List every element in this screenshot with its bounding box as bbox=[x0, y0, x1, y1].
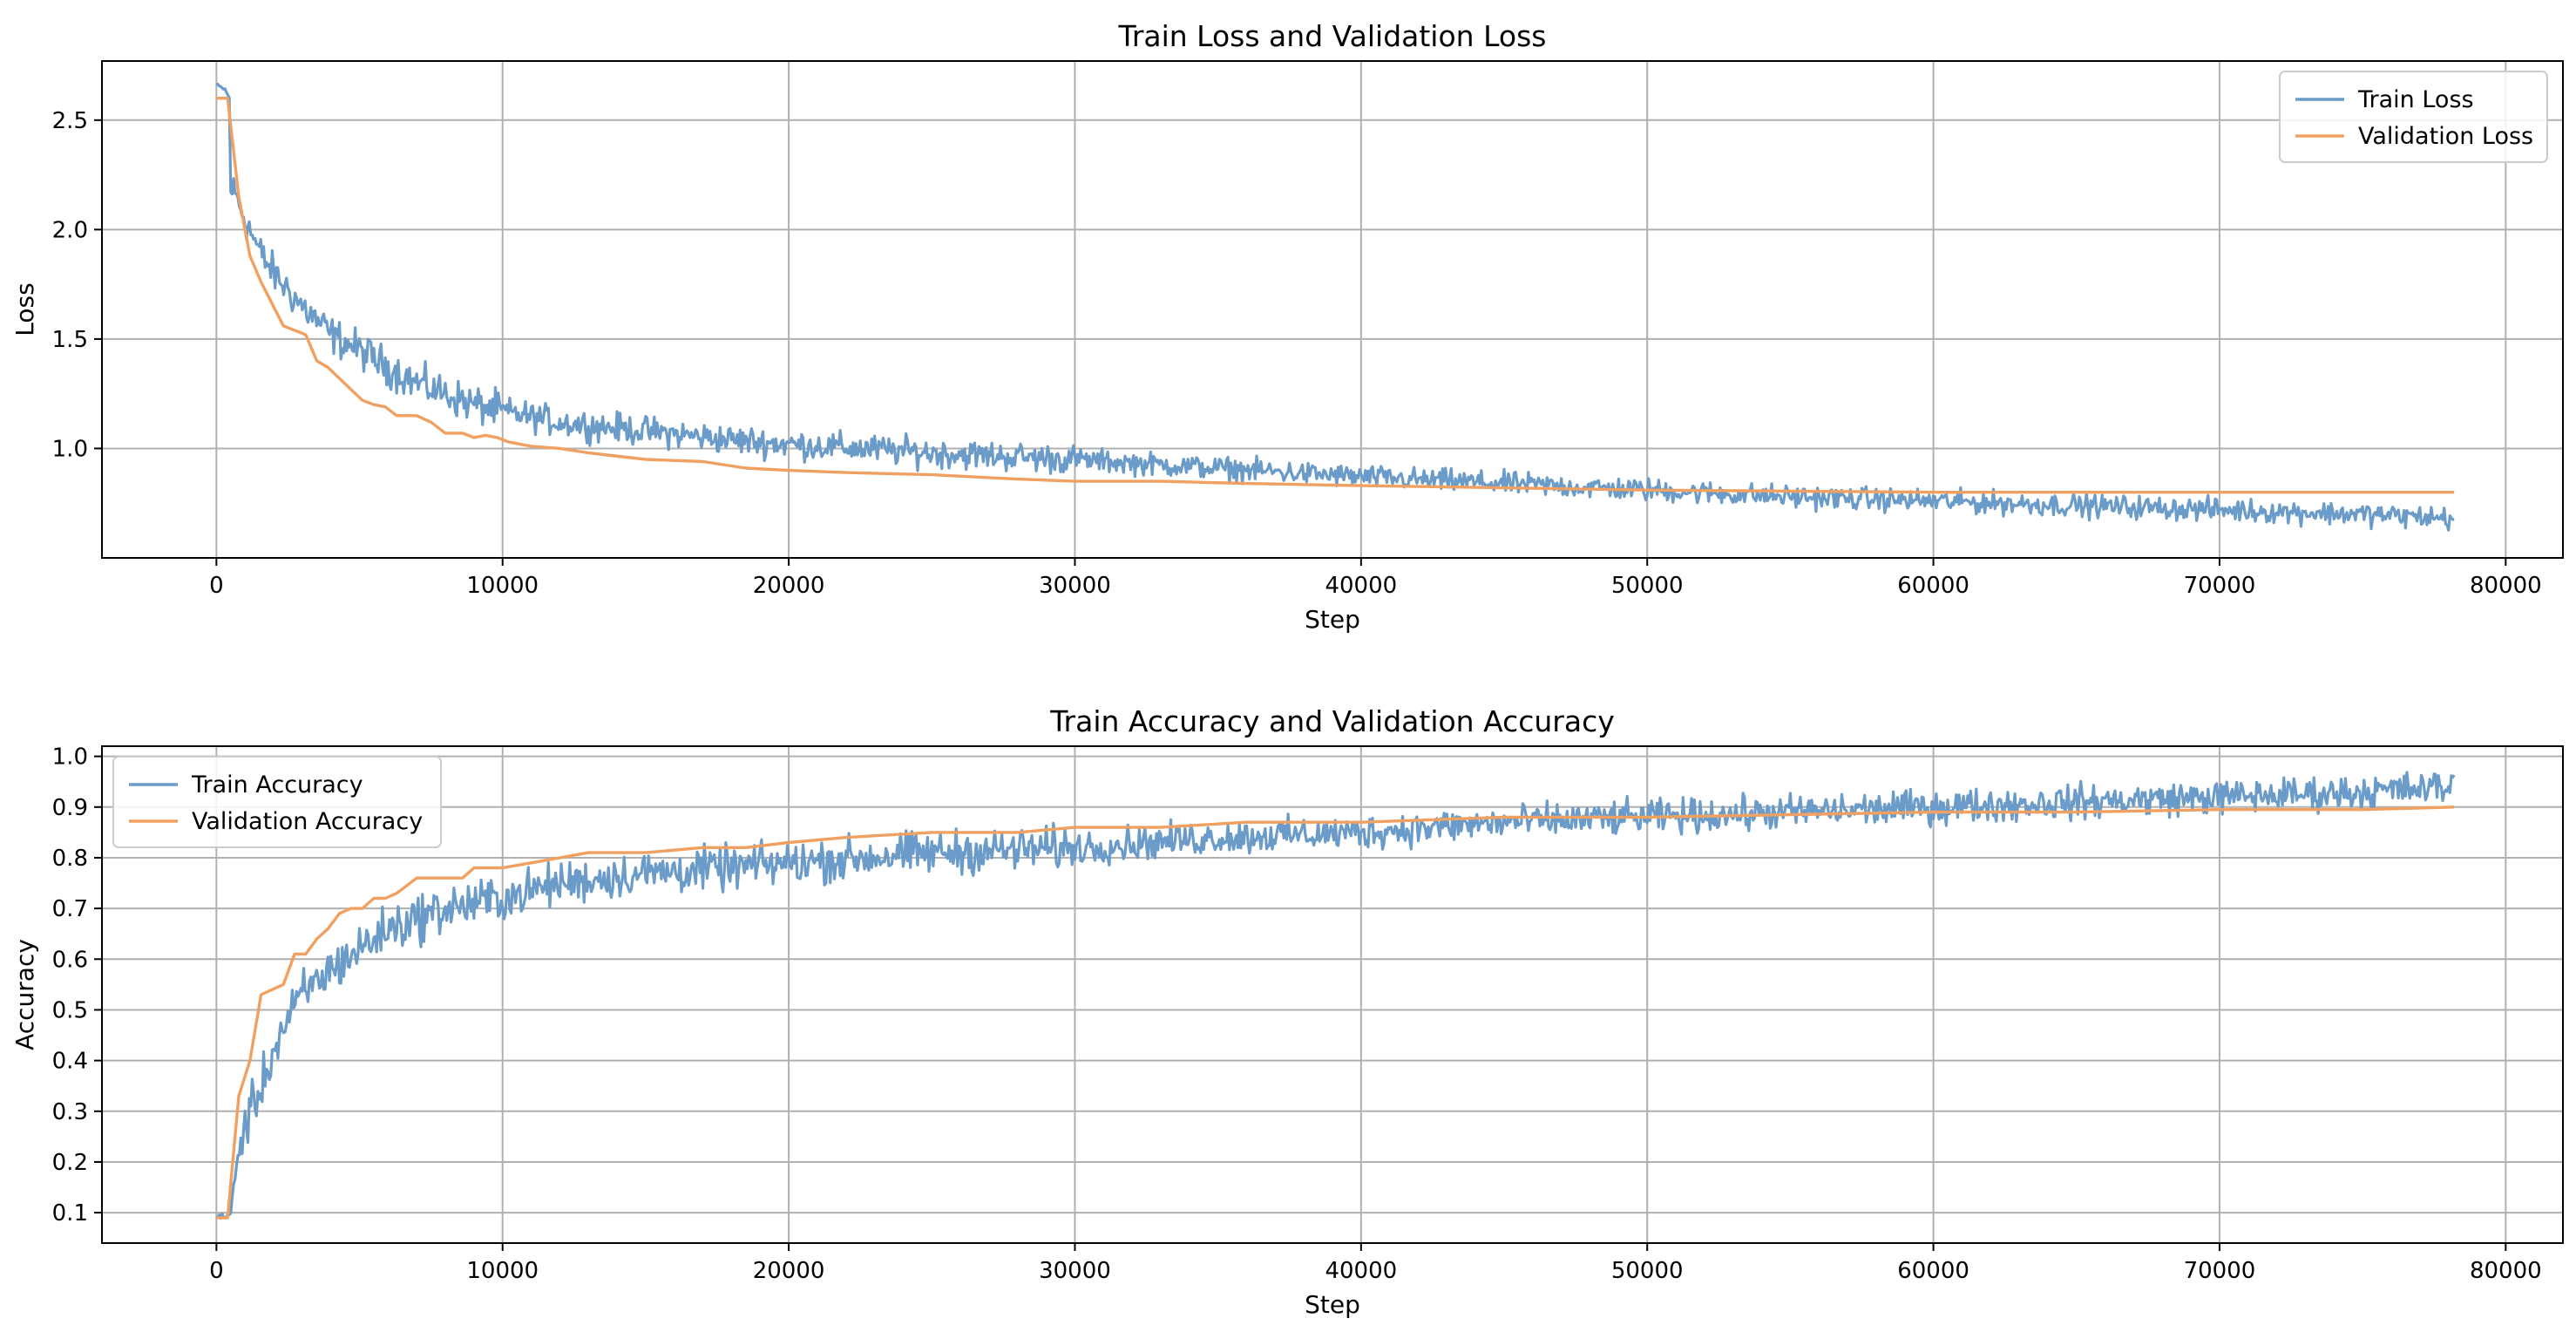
x-tick-label: 10000 bbox=[466, 573, 539, 599]
x-tick-label: 50000 bbox=[1611, 573, 1684, 599]
series-line-train-accuracy bbox=[215, 771, 2456, 1220]
series-line-validation-loss bbox=[216, 97, 2455, 494]
chart-panel-1: 0 10000 20000 30000 40000 50000 60000 70000 8000… bbox=[10, 19, 2564, 634]
y-tick-label: 1.5 bbox=[52, 327, 88, 353]
chart-title: Train Accuracy and Validation Accuracy bbox=[1049, 704, 1615, 738]
y-tick-label: 0.6 bbox=[52, 947, 88, 973]
x-tick-label: 80000 bbox=[2470, 1258, 2542, 1284]
x-tick-label: 20000 bbox=[753, 573, 825, 599]
y-tick-label: 0.3 bbox=[52, 1099, 88, 1125]
chart-title: Train Loss and Validation Loss bbox=[1118, 19, 1547, 53]
legend-label: Train Accuracy bbox=[191, 771, 363, 799]
legend: Train Loss Validation Loss bbox=[2279, 71, 2548, 163]
legend-box bbox=[112, 756, 442, 848]
y-tick-label: 0.2 bbox=[52, 1150, 88, 1176]
x-tick-label: 30000 bbox=[1039, 573, 1111, 599]
y-tick-label: 1.0 bbox=[52, 436, 88, 462]
x-tick-label: 70000 bbox=[2184, 573, 2256, 599]
x-tick-label: 50000 bbox=[1611, 1258, 1684, 1284]
x-tick-label: 0 bbox=[209, 573, 224, 599]
y-tick-label: 0.4 bbox=[52, 1049, 88, 1075]
y-tick-label: 0.7 bbox=[52, 896, 88, 922]
x-tick-label: 10000 bbox=[466, 1258, 539, 1284]
legend: Train Accuracy Validation Accuracy bbox=[112, 756, 442, 848]
axes-frame bbox=[101, 60, 2564, 559]
y-tick-label: 0.9 bbox=[52, 795, 88, 821]
x-tick-label: 0 bbox=[209, 1258, 224, 1284]
x-axis-label: Step bbox=[1305, 1290, 1360, 1319]
axes-frame bbox=[101, 745, 2564, 1244]
series-line-validation-accuracy bbox=[216, 805, 2455, 1220]
legend-label: Train Loss bbox=[2357, 86, 2474, 113]
x-tick-label: 60000 bbox=[1897, 573, 1969, 599]
x-tick-label: 70000 bbox=[2184, 1258, 2256, 1284]
x-tick-label: 40000 bbox=[1325, 1258, 1397, 1284]
x-tick-label: 40000 bbox=[1325, 573, 1397, 599]
x-axis-label: Step bbox=[1305, 605, 1360, 634]
y-tick-label: 0.1 bbox=[52, 1200, 88, 1227]
series-line-train-loss bbox=[215, 82, 2455, 532]
x-tick-label: 80000 bbox=[2470, 573, 2542, 599]
y-axis-label: Accuracy bbox=[10, 939, 39, 1050]
y-tick-label: 0.5 bbox=[52, 997, 88, 1023]
x-tick-label: 30000 bbox=[1039, 1258, 1111, 1284]
chart-panel-2: 0 10000 20000 30000 40000 50000 60000 70000 8000… bbox=[10, 704, 2564, 1319]
x-tick-label: 20000 bbox=[753, 1258, 825, 1284]
y-tick-label: 0.8 bbox=[52, 846, 88, 872]
legend-label: Validation Accuracy bbox=[192, 808, 423, 835]
legend-label: Validation Loss bbox=[2358, 123, 2533, 150]
y-axis-label: Loss bbox=[10, 282, 39, 336]
y-tick-label: 2.5 bbox=[52, 108, 88, 134]
y-tick-label: 1.0 bbox=[52, 744, 88, 771]
x-tick-label: 60000 bbox=[1897, 1258, 1969, 1284]
legend-box bbox=[2279, 71, 2548, 163]
y-tick-label: 2.0 bbox=[52, 217, 88, 243]
